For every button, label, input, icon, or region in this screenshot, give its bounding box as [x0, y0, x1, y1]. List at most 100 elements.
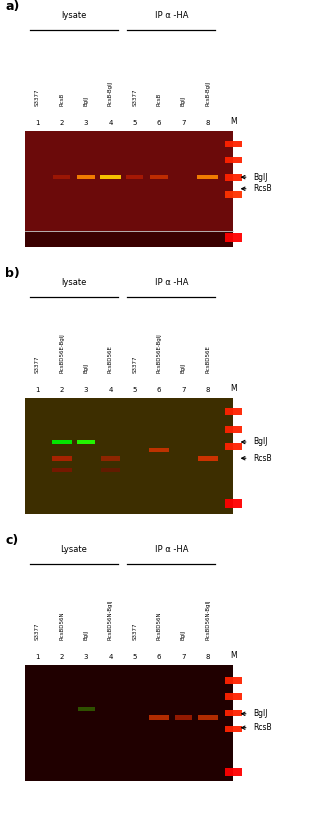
Bar	[77, 440, 95, 444]
Bar	[225, 768, 242, 776]
Bar	[225, 499, 242, 508]
Text: RcsBD56E: RcsBD56E	[108, 346, 113, 373]
Text: 2: 2	[60, 120, 64, 126]
Text: RcsBD56N-BglJ: RcsBD56N-BglJ	[108, 600, 113, 641]
Text: 7: 7	[181, 387, 186, 393]
Bar	[225, 141, 242, 147]
Text: S3377: S3377	[132, 623, 137, 641]
Text: BglJ: BglJ	[84, 630, 88, 641]
Bar	[126, 175, 143, 180]
Text: lysate: lysate	[61, 278, 87, 287]
Text: 4: 4	[108, 387, 112, 393]
Bar	[25, 398, 233, 514]
Text: 5: 5	[133, 387, 137, 393]
Text: RcsB: RcsB	[253, 185, 272, 194]
Text: 3: 3	[84, 654, 88, 660]
Text: 1: 1	[35, 654, 40, 660]
Text: RcsBD56E-BglJ: RcsBD56E-BglJ	[157, 333, 161, 373]
Text: S3377: S3377	[35, 355, 40, 373]
Text: 5: 5	[133, 120, 137, 126]
Bar	[149, 448, 169, 453]
Text: IP α -HA: IP α -HA	[155, 11, 188, 20]
Bar	[225, 443, 242, 450]
Text: 8: 8	[205, 387, 210, 393]
Text: IP α -HA: IP α -HA	[155, 545, 188, 554]
Text: 8: 8	[205, 654, 210, 660]
Text: 3: 3	[84, 120, 88, 126]
Bar	[52, 456, 71, 461]
Text: BglJ: BglJ	[84, 96, 88, 106]
Text: 4: 4	[108, 654, 112, 660]
Text: BglJ: BglJ	[181, 363, 186, 373]
Bar	[100, 175, 121, 180]
Text: M: M	[230, 651, 236, 660]
Text: Lysate: Lysate	[60, 545, 88, 554]
Bar	[225, 174, 242, 181]
Text: 1: 1	[35, 387, 40, 393]
Bar	[225, 408, 242, 415]
Bar	[225, 710, 242, 717]
Text: BglJ: BglJ	[253, 437, 268, 447]
Bar	[25, 131, 233, 247]
Text: IP α -HA: IP α -HA	[155, 278, 188, 287]
Text: BglJ: BglJ	[181, 630, 186, 641]
Bar	[52, 467, 71, 472]
Bar	[225, 426, 242, 433]
Text: BglJ: BglJ	[253, 172, 268, 181]
Text: a): a)	[5, 0, 20, 13]
Bar	[225, 191, 242, 198]
Text: BglJ: BglJ	[253, 709, 268, 718]
Text: M: M	[230, 384, 236, 393]
Text: 6: 6	[157, 387, 161, 393]
Bar	[225, 726, 242, 732]
Text: 5: 5	[133, 654, 137, 660]
Text: RcsB-BglJ: RcsB-BglJ	[108, 81, 113, 106]
Text: BglJ: BglJ	[181, 96, 186, 106]
Text: RcsB: RcsB	[157, 93, 161, 106]
Bar	[225, 234, 242, 242]
Text: RcsBD56N: RcsBD56N	[157, 612, 161, 641]
Text: 6: 6	[157, 654, 161, 660]
Bar	[101, 467, 119, 472]
Text: 4: 4	[108, 120, 112, 126]
Bar	[225, 677, 242, 684]
Text: RcsB: RcsB	[59, 93, 64, 106]
Text: 7: 7	[181, 120, 186, 126]
Text: 7: 7	[181, 654, 186, 660]
Bar	[225, 157, 242, 163]
Text: 3: 3	[84, 387, 88, 393]
Bar	[25, 231, 233, 247]
Text: S3377: S3377	[132, 88, 137, 106]
Bar	[175, 715, 192, 720]
Text: RcsBD56E-BglJ: RcsBD56E-BglJ	[59, 333, 64, 373]
Bar	[25, 665, 233, 781]
Text: RcsBD56N-BglJ: RcsBD56N-BglJ	[205, 600, 210, 641]
Bar	[52, 440, 71, 444]
Text: b): b)	[5, 267, 20, 280]
Bar	[77, 175, 95, 180]
Bar	[150, 175, 168, 180]
Text: RcsB: RcsB	[253, 453, 272, 462]
Bar	[198, 715, 217, 720]
Bar	[78, 707, 94, 712]
Text: 6: 6	[157, 120, 161, 126]
Text: RcsB-BglJ: RcsB-BglJ	[205, 81, 210, 106]
Bar	[225, 694, 242, 700]
Bar	[101, 456, 119, 461]
Text: M: M	[230, 117, 236, 126]
Text: 2: 2	[60, 654, 64, 660]
Text: S3377: S3377	[35, 623, 40, 641]
Text: 2: 2	[60, 387, 64, 393]
Bar	[198, 175, 218, 180]
Text: 1: 1	[35, 120, 40, 126]
Text: S3377: S3377	[35, 88, 40, 106]
Text: lysate: lysate	[61, 11, 87, 20]
Text: S3377: S3377	[132, 355, 137, 373]
Text: RcsB: RcsB	[253, 723, 272, 732]
Text: RcsBD56E: RcsBD56E	[205, 346, 210, 373]
Text: 8: 8	[205, 120, 210, 126]
Bar	[198, 456, 217, 461]
Text: RcsBD56N: RcsBD56N	[59, 612, 64, 641]
Bar	[149, 715, 169, 720]
Text: c): c)	[5, 534, 19, 547]
